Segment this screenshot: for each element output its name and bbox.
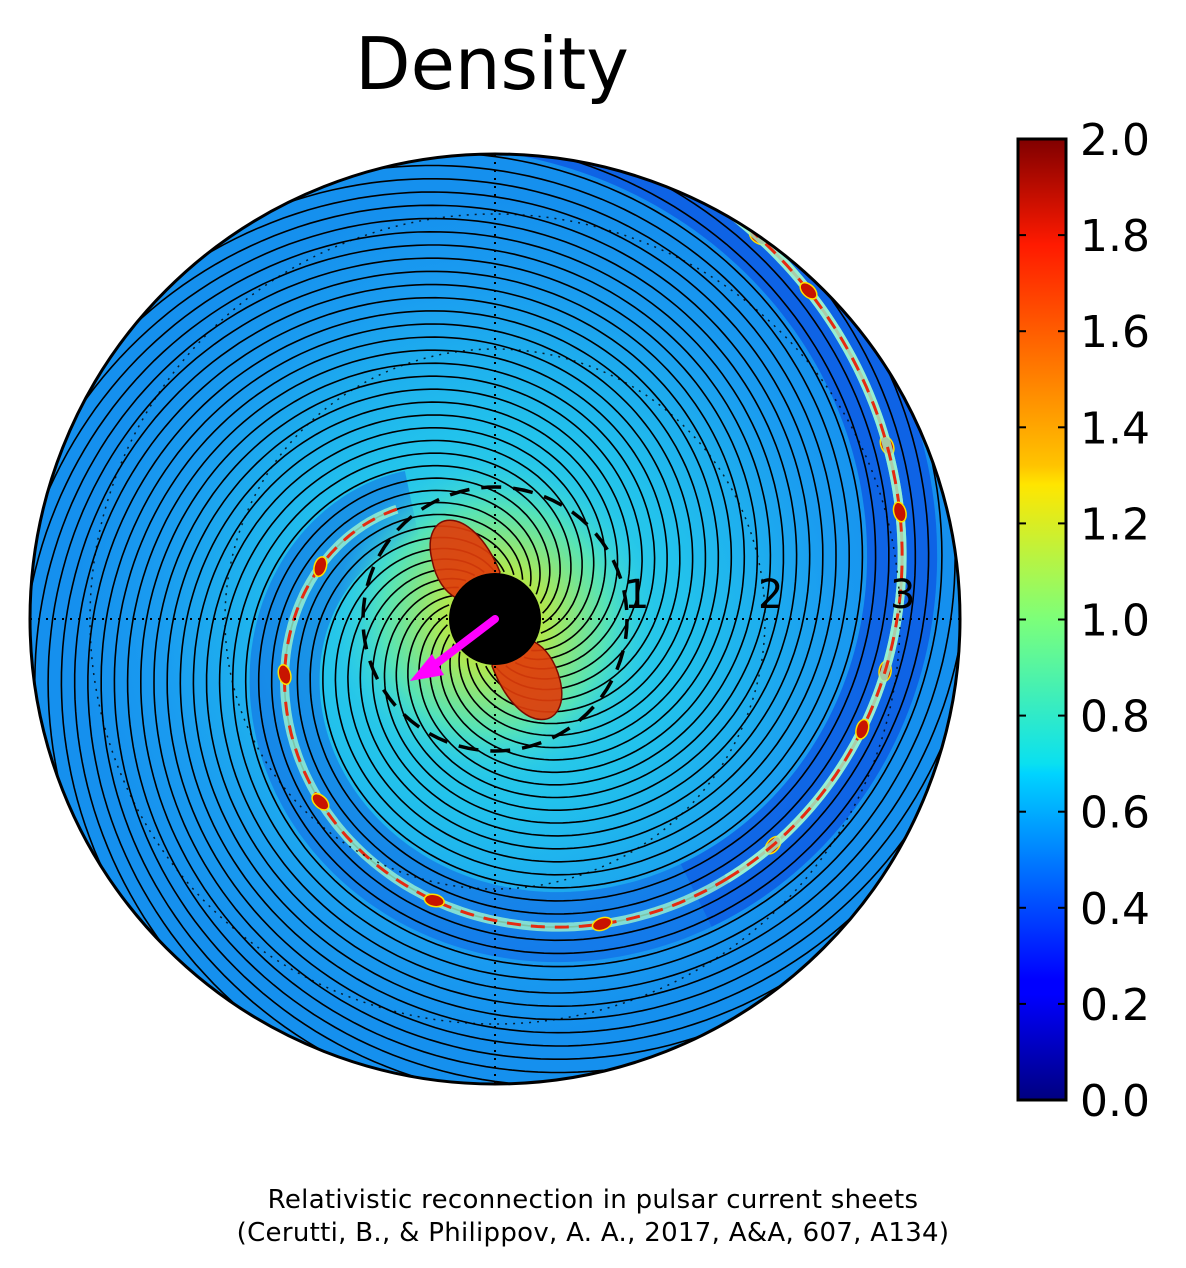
colorbar: 0.0 0.2 0.4 0.6 0.8 1.0 1.2 1.4 1.6 1.8 2.0: [1016, 115, 1150, 1127]
caption-line-1: Relativistic reconnection in pulsar curr…: [267, 1185, 919, 1215]
field-line: [192, 390, 960, 1021]
field-line: [73, 296, 720, 1084]
radial-label-1: 1: [624, 572, 649, 618]
ring-2: [224, 348, 766, 890]
plasmoid: [587, 133, 609, 149]
field-line: [30, 217, 798, 848]
field-line: [270, 154, 917, 942]
plasmoid: [310, 115, 333, 133]
light-cylinder: [361, 485, 629, 753]
caption-line-2: (Cerutti, B., & Philippov, A. A., 2017, …: [236, 1218, 950, 1248]
field-line: [139, 362, 960, 1074]
field-line: [131, 154, 877, 902]
colorbar-tick-label: 2.0: [1080, 115, 1150, 166]
colorbar-tick-label: 1.4: [1080, 403, 1150, 454]
ring-3: [89, 213, 901, 1025]
plasmoid: [311, 792, 330, 811]
plasmoid: [512, 114, 533, 127]
field-line: [47, 270, 746, 1084]
plasmoid: [892, 501, 907, 523]
radial-label-3: 3: [890, 572, 915, 618]
colorbar-tick-label: 0.4: [1080, 884, 1150, 935]
field-line: [30, 244, 772, 1021]
colorbar-tick-label: 1.6: [1080, 307, 1150, 358]
radial-label-2: 2: [758, 572, 783, 618]
field-line: [30, 191, 824, 850]
plasmoid: [313, 556, 328, 578]
field-line: [126, 349, 930, 1084]
field-line: [30, 178, 837, 863]
field-line: [30, 204, 811, 837]
plasmoid: [230, 154, 251, 157]
plasmoid: [799, 281, 818, 300]
field-line: [244, 154, 943, 968]
density-disk: [0, 114, 1172, 1177]
colorbar-tick-label: 1.2: [1080, 499, 1150, 550]
density-plot: 1 2 3 0.0 0.2 0.4 0.6 0.8 1.0 1.2 1.4 1.6 1.8 2.0: [0, 114, 1172, 1177]
field-line: [166, 388, 960, 1047]
plasmoid: [52, 256, 70, 276]
magnetic-field-lines: [30, 154, 960, 1084]
plasmoid: [1152, 993, 1172, 1016]
plasmoid: [277, 664, 292, 686]
plasmoid: [106, 1156, 129, 1177]
field-line: [113, 336, 859, 1084]
plasmoid: [423, 893, 445, 908]
field-line: [100, 323, 773, 1084]
field-line: [217, 154, 890, 915]
plasmoid: [855, 718, 870, 740]
field-line: [218, 217, 960, 994]
plasmoid: [0, 322, 12, 345]
plasmoid: [591, 916, 613, 932]
field-line: [179, 401, 960, 1034]
colorbar-tick-label: 0.2: [1080, 980, 1150, 1031]
colorbar-tick-label: 0.0: [1080, 1076, 1150, 1127]
field-line: [60, 154, 864, 889]
field-line: [153, 375, 960, 1060]
field-line: [30, 230, 785, 942]
field-line: [30, 164, 851, 876]
colorbar-tick-label: 1.8: [1080, 211, 1150, 262]
field-line: [231, 155, 957, 981]
current-sheet: [30, 154, 960, 1084]
colorbar-tick-label: 0.6: [1080, 788, 1150, 839]
field-line: [205, 296, 960, 1008]
field-line: [33, 257, 759, 1083]
colorbar-tick-label: 0.8: [1080, 692, 1150, 743]
colorbar-ticks: 0.0 0.2 0.4 0.6 0.8 1.0 1.2 1.4 1.6 1.8 2.0: [1018, 115, 1150, 1127]
chart-title: Density: [355, 22, 629, 106]
magnetic-axis-arrow: [410, 615, 499, 681]
field-line: [87, 310, 707, 1084]
disk-border: [28, 152, 962, 1086]
colorbar-tick-label: 1.0: [1080, 596, 1150, 647]
figure-caption: Relativistic reconnection in pulsar curr…: [0, 1184, 1186, 1250]
